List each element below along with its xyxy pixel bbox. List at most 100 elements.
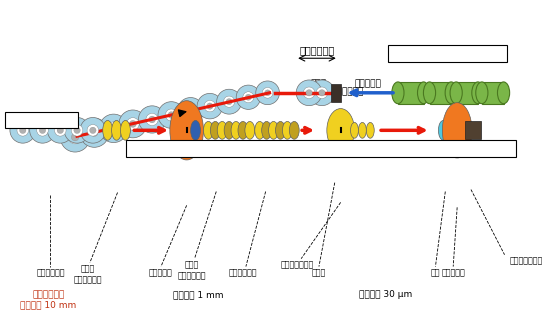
Ellipse shape [327, 109, 355, 152]
Ellipse shape [210, 122, 220, 139]
Text: ビーム径 30 μm: ビーム径 30 μm [360, 290, 412, 299]
Ellipse shape [262, 122, 272, 139]
Ellipse shape [207, 103, 213, 109]
Ellipse shape [80, 117, 106, 143]
Text: 陽電子発生部: 陽電子発生部 [299, 45, 334, 55]
Ellipse shape [178, 98, 204, 124]
Ellipse shape [57, 127, 63, 133]
Ellipse shape [217, 122, 227, 139]
Ellipse shape [245, 122, 255, 139]
Ellipse shape [90, 127, 96, 133]
Ellipse shape [119, 110, 147, 138]
Ellipse shape [120, 121, 130, 140]
Ellipse shape [262, 88, 273, 98]
Ellipse shape [238, 122, 248, 139]
Ellipse shape [47, 117, 73, 143]
Ellipse shape [243, 92, 254, 103]
Ellipse shape [265, 90, 271, 96]
Text: 加速部: 加速部 [312, 268, 326, 278]
Ellipse shape [107, 122, 120, 135]
Ellipse shape [103, 121, 113, 140]
FancyBboxPatch shape [388, 46, 507, 62]
Text: 電子線形加速器: 電子線形加速器 [427, 49, 468, 59]
Ellipse shape [498, 82, 510, 104]
Ellipse shape [289, 122, 299, 139]
Text: 陽電子ビームイメージングシステム（今回開発した部分）: 陽電子ビームイメージングシステム（今回開発した部分） [245, 144, 397, 154]
Bar [331, 84, 340, 102]
Ellipse shape [112, 121, 122, 140]
Ellipse shape [197, 93, 223, 119]
Ellipse shape [445, 82, 457, 104]
Ellipse shape [204, 122, 213, 139]
Ellipse shape [231, 122, 241, 139]
Ellipse shape [168, 112, 175, 118]
FancyBboxPatch shape [5, 111, 78, 128]
Ellipse shape [256, 81, 279, 105]
Ellipse shape [204, 100, 216, 112]
Ellipse shape [417, 82, 430, 104]
Ellipse shape [438, 121, 448, 140]
Ellipse shape [60, 122, 90, 152]
Ellipse shape [185, 105, 196, 116]
Text: 減速材
短パルス化部: 減速材 短パルス化部 [177, 261, 206, 280]
Ellipse shape [224, 122, 234, 139]
Ellipse shape [366, 122, 374, 138]
Ellipse shape [188, 107, 194, 114]
Ellipse shape [100, 114, 128, 143]
Ellipse shape [72, 133, 79, 141]
Ellipse shape [318, 89, 325, 96]
Ellipse shape [268, 122, 278, 139]
Ellipse shape [226, 99, 232, 105]
Text: 加速部
短パルス化部: 加速部 短パルス化部 [74, 265, 102, 284]
Ellipse shape [37, 125, 48, 136]
Ellipse shape [217, 89, 241, 114]
Ellipse shape [316, 87, 328, 99]
Ellipse shape [255, 122, 265, 139]
Ellipse shape [236, 85, 261, 109]
Ellipse shape [245, 94, 251, 100]
Ellipse shape [296, 80, 322, 106]
Ellipse shape [87, 125, 98, 136]
Ellipse shape [39, 127, 46, 133]
Ellipse shape [282, 122, 292, 139]
Bar [398, 82, 424, 104]
Bar [465, 122, 481, 139]
Ellipse shape [91, 129, 98, 136]
Ellipse shape [424, 82, 436, 104]
Ellipse shape [309, 80, 335, 106]
Text: 輸送用コイル: 輸送用コイル [36, 268, 65, 278]
Ellipse shape [170, 101, 204, 160]
Ellipse shape [191, 121, 200, 140]
Text: 減速材: 減速材 [311, 79, 327, 88]
Ellipse shape [88, 126, 101, 139]
FancyBboxPatch shape [126, 140, 516, 157]
Text: 電子ビーム: 電子ビーム [355, 79, 381, 88]
Bar [456, 82, 478, 104]
Text: 試料: 試料 [431, 268, 440, 278]
Text: 輸送用レンズ: 輸送用レンズ [229, 268, 257, 278]
Text: 散乱粒子検出器: 散乱粒子検出器 [280, 261, 314, 270]
Text: 磁気輸送部: 磁気輸送部 [27, 116, 56, 126]
Ellipse shape [442, 103, 472, 158]
Text: 電子・陽電子変換部: 電子・陽電子変換部 [316, 87, 364, 96]
Text: 高強度陽電子
ビーム径 10 mm: 高強度陽電子 ビーム径 10 mm [20, 290, 76, 310]
Ellipse shape [450, 82, 462, 104]
Ellipse shape [476, 82, 488, 104]
Ellipse shape [110, 125, 117, 132]
Bar [482, 82, 504, 104]
Ellipse shape [158, 102, 185, 128]
Ellipse shape [472, 82, 484, 104]
Ellipse shape [223, 96, 235, 107]
Ellipse shape [129, 121, 136, 127]
Ellipse shape [64, 117, 90, 143]
Ellipse shape [20, 127, 26, 133]
Bar [430, 82, 451, 104]
Ellipse shape [126, 118, 139, 130]
Ellipse shape [54, 125, 66, 136]
Text: 集束レンズ: 集束レンズ [441, 268, 465, 278]
Ellipse shape [68, 131, 82, 144]
Ellipse shape [392, 82, 404, 104]
Text: 集束レンズ: 集束レンズ [149, 268, 173, 278]
Ellipse shape [80, 118, 109, 147]
Ellipse shape [30, 117, 56, 143]
